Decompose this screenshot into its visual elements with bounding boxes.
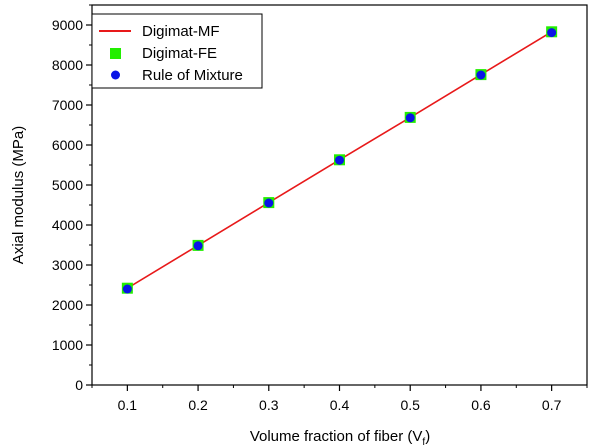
- y-tick-label: 1000: [52, 337, 83, 353]
- legend-label-digimat-fe: Digimat-FE: [142, 45, 217, 62]
- x-tick-label: 0.3: [259, 397, 279, 413]
- y-tick-label: 5000: [52, 177, 83, 193]
- x-tick-label: 0.4: [330, 397, 350, 413]
- series-layer: [121, 26, 558, 294]
- y-tick-label: 2000: [52, 297, 83, 313]
- data-point-rule-of-mixture: [335, 155, 344, 165]
- legend: Digimat-MF Digimat-FE Rule of Mixture: [91, 13, 263, 89]
- x-axis-ticks: 0.1 0.2 0.3 0.4 0.5 0.6 0.7: [91, 385, 588, 413]
- legend-swatch-rule-of-mixture: [111, 70, 120, 80]
- y-axis-ticks: 0 1000 2000 3000 4000 5000 6000 7000 8000 9000: [52, 4, 92, 393]
- data-point-rule-of-mixture: [476, 70, 486, 80]
- x-tick-label: 0.6: [471, 397, 491, 413]
- y-tick-label: 9000: [52, 17, 83, 33]
- y-tick-label: 7000: [52, 97, 83, 113]
- x-tick-label: 0.1: [118, 397, 138, 413]
- data-point-rule-of-mixture: [405, 113, 415, 123]
- y-tick-label: 4000: [52, 217, 83, 233]
- y-tick-label: 8000: [52, 57, 83, 73]
- x-axis-title-end: ): [425, 428, 430, 445]
- data-point-rule-of-mixture: [193, 241, 203, 251]
- legend-swatch-digimat-fe: [110, 48, 121, 59]
- y-axis-title: Axial modulus (MPa): [10, 126, 27, 264]
- data-point-rule-of-mixture: [264, 198, 274, 208]
- data-point-rule-of-mixture: [122, 284, 132, 294]
- legend-label-rule-of-mixture: Rule of Mixture: [142, 67, 243, 84]
- x-axis-title: Volume fraction of fiber (Vf): [250, 428, 430, 448]
- y-tick-label: 6000: [52, 137, 83, 153]
- y-tick-label: 0: [75, 377, 83, 393]
- legend-label-digimat-mf: Digimat-MF: [142, 23, 220, 40]
- x-tick-label: 0.7: [542, 397, 562, 413]
- x-tick-label: 0.5: [400, 397, 420, 413]
- x-axis-title-subscript: f: [422, 437, 425, 448]
- x-axis-title-main: Volume fraction of fiber (V: [250, 428, 423, 445]
- y-tick-label: 3000: [52, 257, 83, 273]
- x-tick-label: 0.2: [188, 397, 208, 413]
- data-point-rule-of-mixture: [547, 28, 557, 38]
